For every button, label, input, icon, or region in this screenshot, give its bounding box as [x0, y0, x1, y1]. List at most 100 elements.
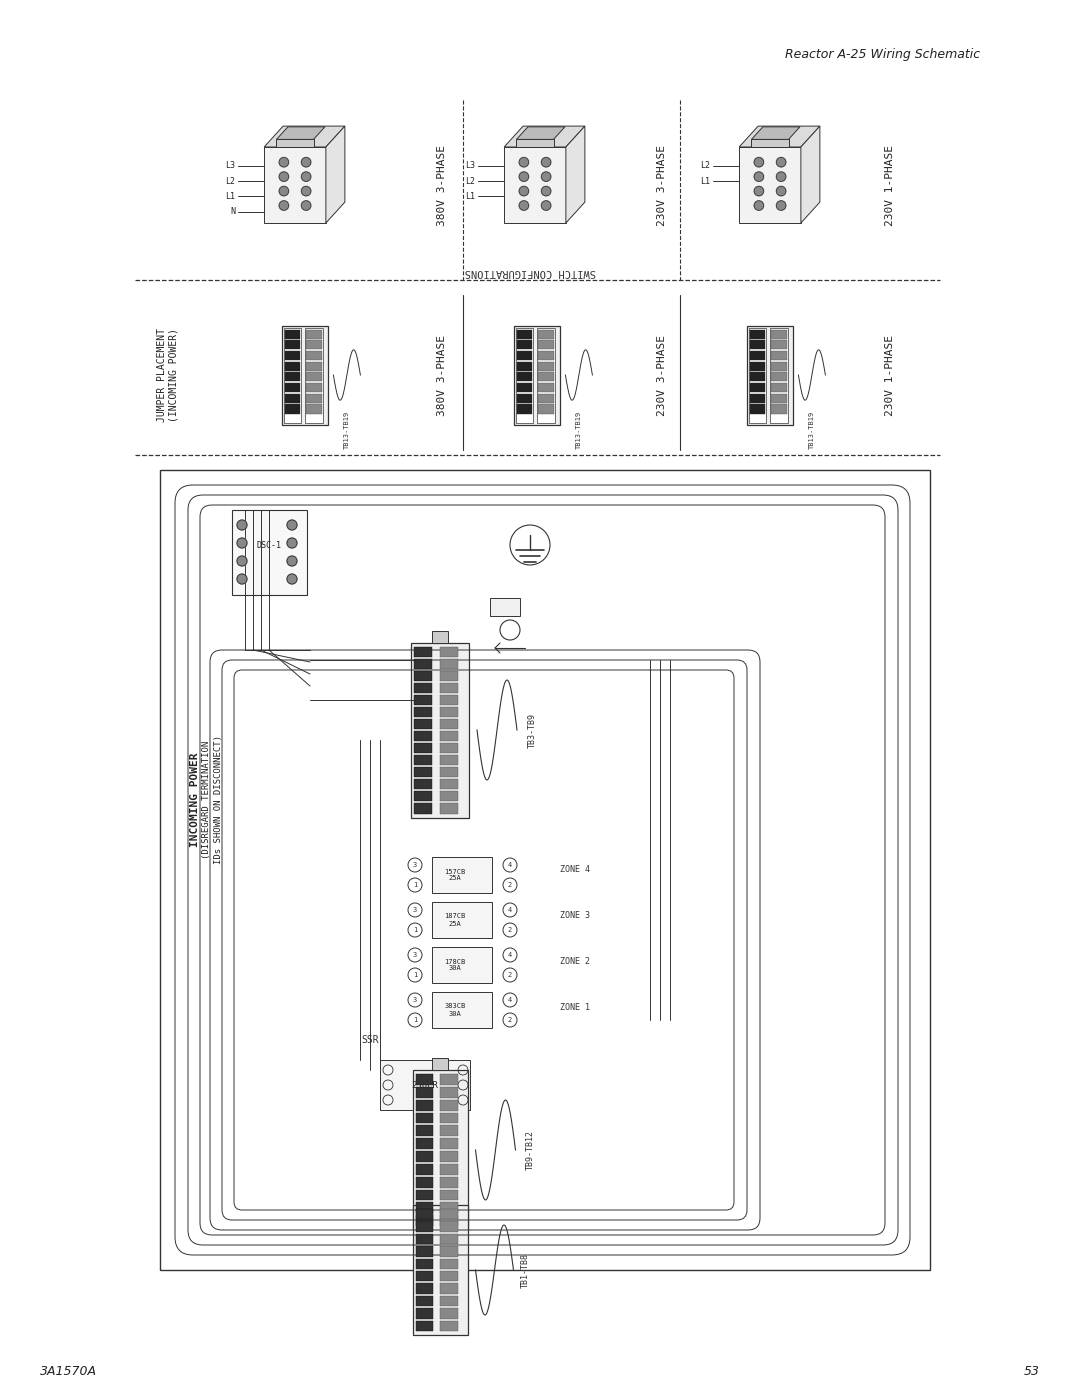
Text: ZONE 2: ZONE 2 — [561, 957, 590, 967]
Bar — [441, 1176, 458, 1187]
Bar — [416, 1308, 433, 1319]
Bar — [416, 1099, 433, 1111]
Circle shape — [754, 172, 764, 182]
Bar — [432, 947, 492, 983]
Text: SWITCH CONFIGURATIONS: SWITCH CONFIGURATIONS — [464, 267, 596, 277]
Bar — [771, 383, 787, 393]
Bar — [414, 671, 432, 680]
Text: DSC-1: DSC-1 — [257, 541, 282, 549]
Circle shape — [754, 186, 764, 196]
Text: 3A1570A: 3A1570A — [40, 1365, 97, 1377]
Bar — [414, 658, 432, 669]
Bar — [285, 405, 300, 414]
Text: 1: 1 — [413, 1017, 417, 1023]
Bar — [416, 1208, 433, 1220]
Text: TB9-TB12: TB9-TB12 — [526, 1130, 535, 1171]
Bar — [432, 992, 492, 1028]
Text: 380V 3-PHASE: 380V 3-PHASE — [437, 334, 447, 415]
Bar — [414, 767, 432, 777]
Circle shape — [519, 172, 528, 182]
Text: 3: 3 — [413, 907, 417, 914]
Bar — [538, 330, 554, 338]
Bar — [413, 1206, 468, 1336]
Bar — [441, 1126, 458, 1136]
Bar — [750, 373, 766, 381]
Circle shape — [237, 538, 247, 548]
Bar — [441, 694, 458, 705]
Text: 3: 3 — [413, 951, 417, 958]
Bar — [538, 362, 554, 370]
Text: 187CB
25A: 187CB 25A — [444, 914, 465, 926]
Bar — [441, 1074, 458, 1085]
Circle shape — [754, 158, 764, 168]
Bar — [414, 719, 432, 729]
Bar — [160, 469, 930, 1270]
Text: 4: 4 — [508, 907, 512, 914]
Text: 1: 1 — [413, 882, 417, 888]
Bar — [282, 326, 328, 425]
Circle shape — [279, 186, 288, 196]
Text: 4: 4 — [508, 862, 512, 868]
Bar — [750, 362, 766, 370]
Bar — [516, 405, 532, 414]
Bar — [416, 1151, 433, 1162]
Bar — [771, 351, 787, 360]
Circle shape — [279, 201, 288, 211]
Text: 157CB
25A: 157CB 25A — [444, 869, 465, 882]
Text: L2: L2 — [701, 162, 711, 170]
Polygon shape — [265, 147, 326, 224]
Bar — [306, 351, 322, 360]
Bar — [441, 743, 458, 753]
Bar — [416, 1234, 433, 1245]
Text: 2: 2 — [508, 928, 512, 933]
Text: 53: 53 — [1024, 1365, 1040, 1377]
Bar — [285, 383, 300, 393]
Text: 3: 3 — [413, 997, 417, 1003]
Bar — [441, 1151, 458, 1162]
Bar — [538, 351, 554, 360]
Bar — [414, 743, 432, 753]
Bar — [441, 756, 458, 766]
Polygon shape — [504, 147, 566, 224]
Text: 4: 4 — [508, 997, 512, 1003]
Bar — [441, 707, 458, 717]
Polygon shape — [739, 147, 801, 224]
Bar — [441, 1296, 458, 1306]
Bar — [516, 394, 532, 402]
Bar — [414, 791, 432, 802]
Bar — [441, 767, 458, 777]
Bar — [416, 1296, 433, 1306]
Polygon shape — [752, 127, 800, 140]
Bar — [441, 1164, 458, 1175]
Bar — [441, 780, 458, 789]
Bar — [416, 1221, 433, 1232]
Bar — [416, 1284, 433, 1294]
Bar — [414, 683, 432, 693]
Bar — [441, 683, 458, 693]
Bar — [416, 1320, 433, 1331]
Bar — [516, 330, 532, 338]
Text: TB13-TB19: TB13-TB19 — [576, 411, 582, 450]
Bar — [416, 1087, 433, 1098]
Bar — [516, 140, 554, 147]
Polygon shape — [739, 126, 820, 147]
Polygon shape — [504, 126, 585, 147]
Circle shape — [237, 520, 247, 529]
Circle shape — [754, 201, 764, 211]
Circle shape — [287, 538, 297, 548]
Circle shape — [541, 158, 551, 168]
Bar — [276, 140, 313, 147]
Text: 383CB
30A: 383CB 30A — [444, 1003, 465, 1017]
Bar — [416, 1271, 433, 1281]
Bar — [538, 373, 554, 381]
Circle shape — [777, 158, 786, 168]
Text: 230CR: 230CR — [411, 1080, 438, 1090]
Circle shape — [777, 172, 786, 182]
Circle shape — [777, 186, 786, 196]
Text: JUMPER PLACEMENT
(INCOMING POWER): JUMPER PLACEMENT (INCOMING POWER) — [158, 328, 179, 422]
Text: 2: 2 — [508, 1017, 512, 1023]
Circle shape — [301, 186, 311, 196]
Bar — [414, 647, 432, 657]
Bar — [538, 341, 554, 349]
Bar — [537, 327, 555, 422]
